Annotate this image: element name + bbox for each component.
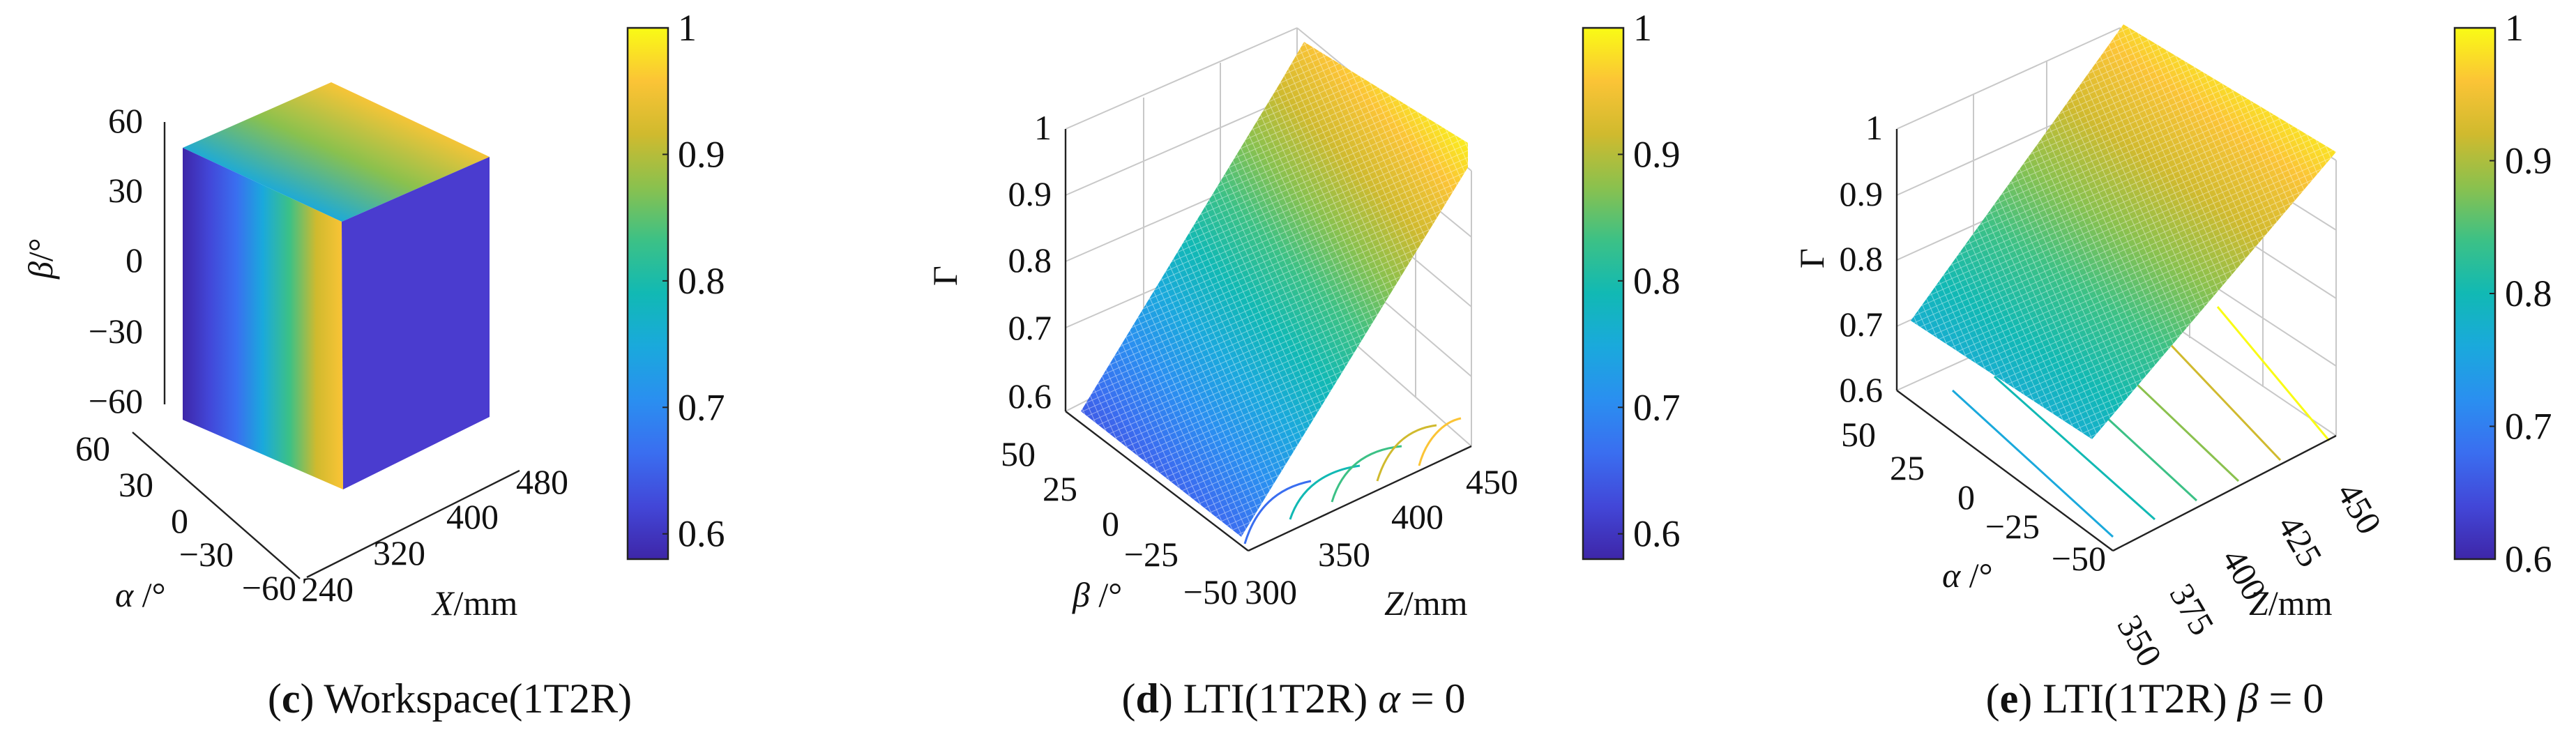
beta-axis-label: β /° <box>1072 575 1122 614</box>
beta-tick: −60 <box>89 381 143 420</box>
gamma-tick: 0.9 <box>1840 174 1884 213</box>
z-axis-label: Z/mm <box>1384 584 1468 623</box>
contour-line <box>1419 418 1461 466</box>
alpha-axis-label: α /° <box>115 575 166 614</box>
panel-e: 1 0.9 0.8 0.7 0.6 Γ 50 25 0 −25 −50 α /°… <box>1792 7 2552 722</box>
panel-c-colorbar: 0.6 0.7 0.8 0.9 1 <box>628 7 725 559</box>
panel-c: 60 30 0 −30 −60 β/° 60 30 0 −30 −60 α /°… <box>21 7 725 722</box>
gamma-tick: 0.9 <box>1008 174 1052 213</box>
panel-e-colorbar: 0.6 0.7 0.8 0.9 1 <box>2455 7 2552 580</box>
beta-tick: 0 <box>126 241 143 280</box>
z-tick: 450 <box>2329 476 2389 541</box>
z-tick: 350 <box>2109 609 2169 673</box>
alpha-tick: 50 <box>1841 415 1876 454</box>
alpha-tick: −25 <box>1985 507 2040 546</box>
alpha-axis-label: α /° <box>1942 556 1993 595</box>
gamma-axis-label: Γ <box>1792 248 1831 268</box>
z-tick: 450 <box>1466 462 1518 501</box>
alpha-tick: −60 <box>242 568 296 607</box>
beta-tick: 25 <box>1043 469 1077 508</box>
caption-d: (d) LTI(1T2R) α = 0 <box>1121 676 1465 722</box>
colorbar-tick-label: 0.8 <box>1633 260 1681 302</box>
gamma-tick: 0.7 <box>1840 305 1884 344</box>
colorbar-tick-label: 1 <box>1633 7 1652 49</box>
colorbar-tick-label: 0.7 <box>1633 386 1681 428</box>
contour-line <box>1332 446 1402 502</box>
gamma-tick: 0.8 <box>1840 239 1884 278</box>
beta-tick: 30 <box>108 171 143 210</box>
beta-tick: 50 <box>1001 434 1036 473</box>
alpha-tick: 30 <box>119 465 153 504</box>
colorbar-tick-label: 1 <box>2505 7 2524 49</box>
gamma-tick: 0.7 <box>1008 308 1052 347</box>
gamma-tick: 1 <box>1034 108 1052 147</box>
caption-c: (c) Workspace(1T2R) <box>268 676 632 722</box>
colorbar-tick-label: 0.8 <box>2505 273 2552 314</box>
colorbar-tick-label: 0.7 <box>678 386 725 428</box>
z-tick: 425 <box>2270 509 2330 574</box>
contour-line <box>1377 425 1437 481</box>
colorbar-tick-label: 0.6 <box>1633 513 1681 555</box>
z-tick: 350 <box>1318 535 1370 574</box>
panel-c-beta-axis: 60 30 0 −30 −60 β/° <box>21 101 165 420</box>
panel-e-z-ticks: 350 375 400 425 450 Z/mm <box>2109 476 2389 673</box>
colorbar-tick-label: 0.9 <box>1633 133 1681 175</box>
x-tick: 400 <box>446 497 499 536</box>
colorbar-tick-label: 0.7 <box>2505 406 2552 448</box>
colorbar-tick-label: 0.6 <box>2505 538 2552 580</box>
colorbar-gradient <box>628 28 668 559</box>
gamma-tick: 0.6 <box>1840 370 1884 409</box>
panel-e-surface <box>1911 24 2336 439</box>
surface-mesh <box>1081 42 1468 537</box>
contour-line <box>2218 307 2329 441</box>
alpha-tick: 60 <box>75 429 110 468</box>
surface-mesh <box>1911 24 2336 439</box>
beta-axis-label: β/° <box>21 238 60 280</box>
panel-d-colorbar: 0.6 0.7 0.8 0.9 1 <box>1583 7 1681 559</box>
beta-tick: −30 <box>89 312 143 351</box>
beta-tick: −50 <box>1183 572 1238 611</box>
colorbar-tick-label: 0.9 <box>678 133 725 175</box>
x-tick: 240 <box>301 570 354 609</box>
alpha-tick: 0 <box>1957 478 1975 517</box>
beta-tick: 0 <box>1102 504 1119 543</box>
colorbar-tick-label: 1 <box>678 7 697 49</box>
z-tick: 300 <box>1245 572 1297 611</box>
gamma-tick: 1 <box>1865 108 1883 147</box>
colorbar-gradient <box>2455 28 2495 559</box>
gamma-axis-label: Γ <box>925 266 964 286</box>
gamma-tick: 0.8 <box>1008 241 1052 280</box>
colorbar-gradient <box>1583 28 1623 559</box>
x-tick: 480 <box>516 462 568 501</box>
panel-d: 1 0.9 0.8 0.7 0.6 Γ 50 25 0 −25 −50 β /°… <box>925 7 1681 722</box>
colorbar-tick-label: 0.9 <box>2505 140 2552 182</box>
beta-tick: −25 <box>1124 535 1179 574</box>
contour-line <box>1290 466 1360 519</box>
alpha-tick: 25 <box>1890 448 1925 487</box>
z-tick: 375 <box>2162 577 2222 642</box>
panel-c-workspace-solid <box>183 82 490 489</box>
panel-e-gamma-ticks: 1 0.9 0.8 0.7 0.6 Γ <box>1792 108 1883 409</box>
alpha-tick: −50 <box>2052 539 2106 578</box>
z-axis-label: Z/mm <box>2249 584 2333 623</box>
panel-c-alpha-axis: 60 30 0 −30 −60 α /° <box>75 429 300 614</box>
panel-d-z-ticks: 300 350 400 450 Z/mm <box>1245 462 1518 623</box>
panel-d-surface <box>1081 42 1468 537</box>
z-tick: 400 <box>1391 497 1444 536</box>
x-axis-label: X/mm <box>431 584 517 623</box>
caption-e: (e) LTI(1T2R) β = 0 <box>1986 676 2324 722</box>
x-tick: 320 <box>373 533 425 572</box>
panel-d-gamma-ticks: 1 0.9 0.8 0.7 0.6 Γ <box>925 108 1052 416</box>
alpha-tick: −30 <box>179 535 234 574</box>
beta-tick: 60 <box>108 101 143 140</box>
gamma-tick: 0.6 <box>1008 376 1052 416</box>
colorbar-tick-label: 0.6 <box>678 513 725 555</box>
colorbar-tick-label: 0.8 <box>678 260 725 302</box>
figure: 60 30 0 −30 −60 β/° 60 30 0 −30 −60 α /°… <box>0 0 2576 739</box>
